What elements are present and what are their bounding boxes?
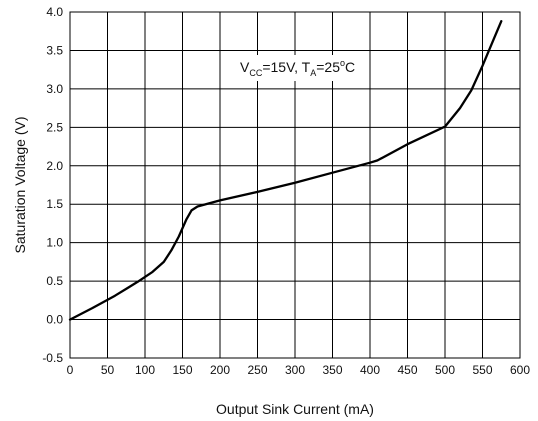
y-tick-label: 1.5 <box>46 197 63 211</box>
x-tick-label: 300 <box>285 363 305 377</box>
annotation-v: V <box>240 59 250 75</box>
y-tick-label: 0.0 <box>46 313 63 327</box>
y-tick-label: 4.0 <box>46 5 63 19</box>
x-tick-label: 500 <box>435 363 455 377</box>
x-tick-label: 100 <box>135 363 155 377</box>
series-line <box>68 20 503 321</box>
annotation-temp: =25 <box>316 59 340 75</box>
y-tick-label: 2.5 <box>46 120 63 134</box>
x-tick-label: 150 <box>172 363 192 377</box>
annotation-text: VCC=15V, TA=25oC <box>240 58 355 78</box>
y-tick-label: 2.0 <box>46 159 63 173</box>
y-axis-title: Saturation Voltage (V) <box>12 117 28 254</box>
x-axis-title: Output Sink Current (mA) <box>216 401 374 417</box>
x-tick-label: 600 <box>510 363 530 377</box>
series-layer <box>68 20 503 321</box>
y-tick-label: -0.5 <box>42 351 63 365</box>
x-tick-label: 450 <box>397 363 417 377</box>
x-tick-label: 200 <box>210 363 230 377</box>
y-tick-label: 3.0 <box>46 82 63 96</box>
annotation-t-subscript: A <box>310 68 316 78</box>
annotation: VCC=15V, TA=25oC <box>232 55 364 81</box>
x-tick-label: 250 <box>247 363 267 377</box>
x-tick-label: 0 <box>67 363 74 377</box>
annotation-background <box>232 55 364 81</box>
x-tick-label: 400 <box>360 363 380 377</box>
annotation-unit: C <box>345 59 355 75</box>
x-tick-label: 350 <box>322 363 342 377</box>
y-tick-label: 1.0 <box>46 236 63 250</box>
annotation-degree: o <box>340 58 345 68</box>
x-tick-label: 50 <box>101 363 115 377</box>
annotation-mid: =15V, T <box>262 59 310 75</box>
y-tick-label: 3.5 <box>46 43 63 57</box>
y-tick-label: 0.5 <box>46 274 63 288</box>
x-tick-label: 550 <box>472 363 492 377</box>
plot-frame <box>69 11 521 359</box>
tick-labels: 0 50 100 150 200 250 300 350 400 450 500 550 600 -0.5… <box>42 5 530 377</box>
annotation-v-subscript: CC <box>249 68 262 78</box>
